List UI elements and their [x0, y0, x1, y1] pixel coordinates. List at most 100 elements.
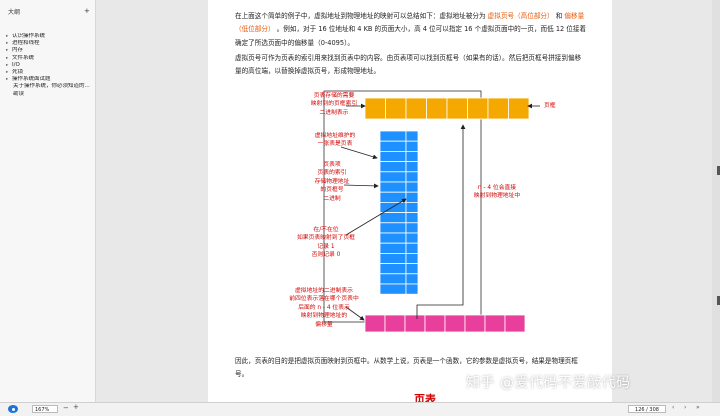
- document-page: 在上面这个简单的例子中，虚拟地址到物理地址的映射可以总结如下：虚拟地址被分为 虚…: [208, 0, 612, 402]
- present-bit-cell: [405, 263, 419, 275]
- expand-arrow-icon[interactable]: ▸: [6, 48, 9, 54]
- view-mode-icon[interactable]: [8, 405, 18, 413]
- present-bit-cell: [405, 150, 419, 162]
- watermark: 知乎 @爱代码不爱敲代码: [466, 375, 631, 391]
- page-table-entry-cell: [379, 161, 407, 173]
- expand-arrow-icon[interactable]: ▸: [6, 70, 9, 76]
- expand-arrow-icon[interactable]: ▸: [6, 34, 9, 39]
- page-table-entry-cell: [379, 140, 407, 152]
- present-bit-cell: [405, 201, 419, 213]
- status-bar: 167% − + 126 / 308 ‹ › »: [0, 402, 720, 416]
- page-table-entry-cell: [379, 212, 407, 224]
- page-table-entry-cell: [379, 232, 407, 244]
- prev-page-icon[interactable]: ‹: [672, 404, 675, 411]
- outline-item[interactable]: ▸ 死锁: [6, 69, 94, 76]
- page-frame-cell: [487, 97, 509, 120]
- label-page-frame: 页框: [544, 103, 556, 109]
- paragraph-mapping-summary: 在上面这个简单的例子中，虚拟地址到物理地址的映射可以总结如下：虚拟地址被分为 虚…: [235, 12, 587, 47]
- paragraph-page-table-purpose: 因此，页表的目的是把虚拟页面映射到页框中。从数学上说，页表是一个函数，它的参数是…: [235, 357, 578, 379]
- outline-item[interactable]: ▸ 认识操作系统: [6, 33, 94, 40]
- page-table-diagram: [323, 90, 540, 333]
- page-frame-cell: [508, 97, 530, 120]
- present-bit-cell: [405, 232, 419, 244]
- present-bit-cell: [405, 191, 419, 203]
- scroll-marker[interactable]: [717, 166, 720, 175]
- page-table-entry-cell: [379, 181, 407, 193]
- page-table-entry-cell: [379, 252, 407, 264]
- page-table-entry-cell: [379, 201, 407, 213]
- virtual-address-cell: [404, 314, 426, 333]
- label-frame-index: 页表存储的需要 映射到的页框索引 二进制表示: [310, 93, 358, 116]
- label-direct-mapping: n - 4 位会直接 映射到物理地址中: [473, 185, 521, 200]
- virtual-address-cell: [384, 314, 406, 333]
- outline-item-label: 进程和线程: [12, 40, 40, 47]
- last-page-icon[interactable]: »: [696, 404, 700, 411]
- page-number-field[interactable]: 126 / 308: [628, 405, 666, 413]
- present-bit-cell: [405, 242, 419, 254]
- page-table-entry-cell: [379, 150, 407, 162]
- outline-item[interactable]: 关于操作系统，你必须知道的...: [6, 83, 94, 90]
- document-viewer[interactable]: 在上面这个简单的例子中，虚拟地址到物理地址的映射可以总结如下：虚拟地址被分为 虚…: [96, 0, 710, 402]
- outline-item-label: 关于操作系统，你必须知道的...: [13, 83, 90, 90]
- page-table-entry-cell: [379, 171, 407, 183]
- page-table-entry-cell: [379, 283, 407, 295]
- present-bit-cell: [405, 181, 419, 193]
- outline-item-label: 死锁: [12, 69, 24, 76]
- virtual-address-row: [364, 314, 526, 333]
- page-table-entry-cell: [379, 222, 407, 234]
- virtual-address-cell: [484, 314, 506, 333]
- outline-item[interactable]: ▸ 内存: [6, 47, 94, 54]
- present-bit-cell: [405, 171, 419, 183]
- outline-item-label: 文件系统: [12, 54, 35, 61]
- label-virtual-address: 虚拟地址的二进制表示 前四位表示落在哪个页表中 后面的 n - 4 位表示 映射到物理…: [289, 288, 359, 328]
- outline-item-label: 勘误: [13, 90, 25, 97]
- outline-item-label: 操作系统面试题: [12, 76, 51, 83]
- present-bit-cell: [405, 130, 419, 142]
- outline-item[interactable]: ▸ I/O: [6, 62, 94, 69]
- scroll-marker-secondary[interactable]: [717, 296, 720, 305]
- page-frame-cell: [467, 97, 489, 120]
- virtual-address-cell: [444, 314, 466, 333]
- expand-arrow-icon[interactable]: ▸: [6, 77, 9, 83]
- expand-arrow-icon[interactable]: ▸: [6, 62, 9, 68]
- add-outline-icon[interactable]: +: [84, 7, 90, 15]
- label-present-bit: 在/不在位 如果页表映射到了页框 记录 1 否则记录 0: [297, 227, 355, 259]
- page-table-entry-cell: [379, 191, 407, 203]
- outline-title: 大纲: [8, 9, 21, 16]
- present-bit-cell: [405, 212, 419, 224]
- zoom-select[interactable]: 167%: [32, 405, 58, 413]
- outline-item[interactable]: ▸ 操作系统面试题: [6, 76, 94, 83]
- expand-arrow-icon[interactable]: ▸: [6, 55, 9, 61]
- page-table-entry-cell: [379, 130, 407, 142]
- page-frame-cell: [385, 97, 407, 120]
- next-page-icon[interactable]: ›: [684, 404, 687, 411]
- outline-item-label: I/O: [12, 61, 20, 68]
- page-table-entry-cell: [379, 273, 407, 285]
- arrow-offset-to-frame: [416, 124, 466, 319]
- outline-item[interactable]: ▸ 进程和线程: [6, 40, 94, 47]
- highlight-offset: 偏移量（低位部分）: [235, 12, 585, 34]
- expand-arrow-icon[interactable]: ▸: [6, 41, 9, 47]
- vertical-scrollbar[interactable]: [712, 0, 720, 402]
- zoom-in-button[interactable]: +: [73, 403, 79, 411]
- outline-item[interactable]: 勘误: [6, 91, 94, 98]
- outline-sidebar: 大纲 + ▸ 认识操作系统 ▸ 进程和线程 ▸ 内存 ▸ 文件系统 ▸ I/O ▸ 死锁 ▸ 操作系统面试…: [0, 0, 96, 402]
- label-page-table-entry: 页表项 页表的索引 存储物理地址 的页框号 二进制: [314, 162, 350, 202]
- virtual-address-cell: [464, 314, 486, 333]
- virtual-address-cell: [504, 314, 526, 333]
- outline-item-label: 内存: [12, 47, 24, 54]
- outline-item-label: 认识操作系统: [12, 33, 46, 39]
- page-table-entry-cell: [379, 242, 407, 254]
- highlight-virtual-page-number: 虚拟页号（高位部分）: [487, 12, 554, 20]
- virtual-address-cell: [424, 314, 446, 333]
- arrow-to-entry: [343, 183, 379, 189]
- arrow-to-present-bit: [345, 198, 407, 236]
- outline-list: ▸ 认识操作系统 ▸ 进程和线程 ▸ 内存 ▸ 文件系统 ▸ I/O ▸ 死锁 ▸ 操作系统面试题 关于操作…: [6, 33, 94, 98]
- page-frame-cell: [405, 97, 427, 120]
- page-frame-cell: [426, 97, 448, 120]
- outline-item[interactable]: ▸ 文件系统: [6, 55, 94, 62]
- arrow-to-virtual-row: [345, 306, 365, 321]
- paragraph-page-table-index: 虚拟页号可作为页表的索引用来找到页表中的内容。由页表项可以找到页框号（如果有的话…: [235, 54, 582, 76]
- zoom-out-button[interactable]: −: [63, 404, 69, 412]
- section-heading-page-table: 页表: [414, 393, 436, 402]
